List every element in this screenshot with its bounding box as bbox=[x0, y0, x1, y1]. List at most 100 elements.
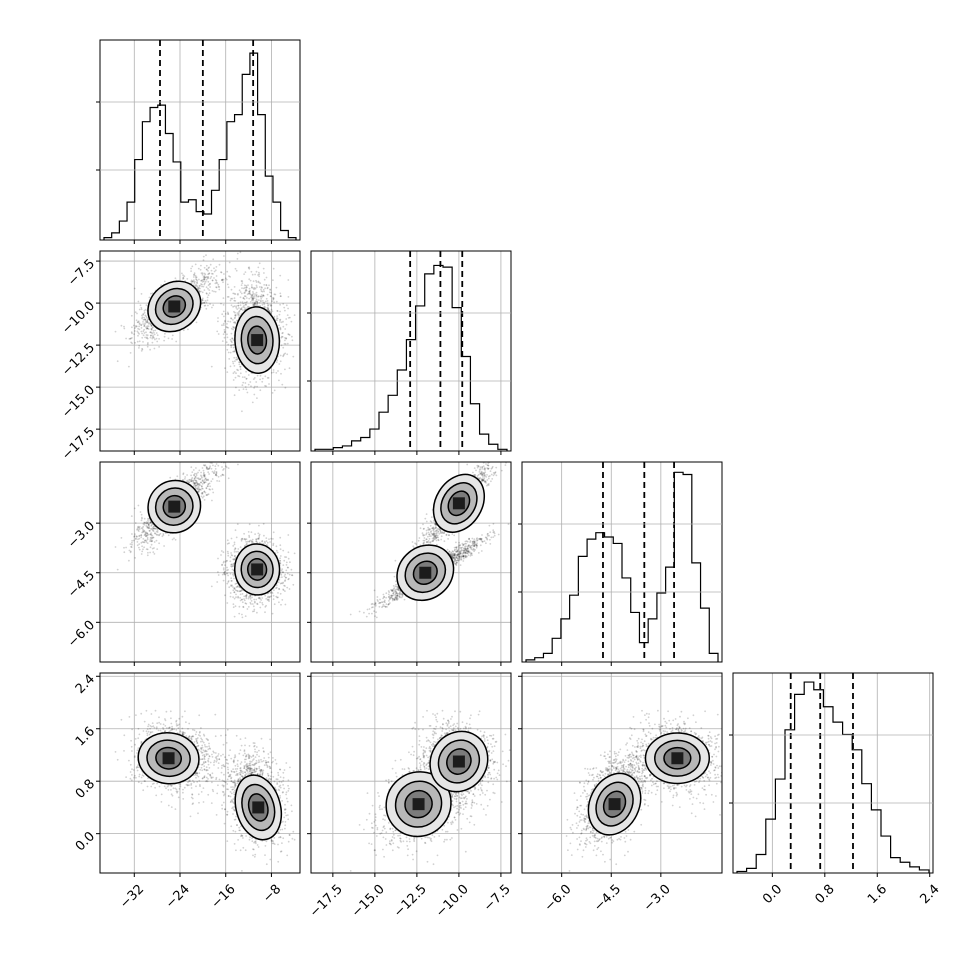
sample-point bbox=[222, 579, 225, 582]
sample-point bbox=[253, 288, 255, 291]
sample-point bbox=[267, 304, 269, 307]
sample-point bbox=[136, 330, 139, 333]
sample-point bbox=[241, 616, 244, 619]
sample-point bbox=[201, 476, 203, 479]
sample-point bbox=[257, 280, 260, 283]
sample-point bbox=[284, 556, 286, 558]
sample-point bbox=[203, 272, 206, 275]
sample-point bbox=[136, 312, 138, 315]
sample-point bbox=[233, 541, 236, 544]
sample-point bbox=[255, 538, 258, 541]
sample-point bbox=[195, 455, 197, 457]
sample-point bbox=[258, 286, 261, 288]
sample-point bbox=[200, 279, 203, 282]
sample-point bbox=[206, 485, 209, 488]
sample-point bbox=[245, 388, 248, 391]
sample-point bbox=[162, 533, 165, 535]
sample-point bbox=[266, 293, 269, 296]
sample-point bbox=[255, 298, 258, 301]
sample-point bbox=[201, 487, 203, 490]
sample-point bbox=[273, 389, 276, 392]
sample-point bbox=[214, 282, 217, 285]
sample-point bbox=[229, 320, 232, 323]
sample-point bbox=[156, 534, 159, 536]
sample-point bbox=[200, 481, 203, 484]
sample-point bbox=[272, 538, 274, 540]
sample-point bbox=[260, 294, 263, 296]
sample-point bbox=[288, 577, 290, 580]
sample-point bbox=[150, 543, 153, 546]
sample-point bbox=[279, 536, 282, 539]
sample-point bbox=[267, 307, 269, 309]
sample-point bbox=[143, 328, 146, 331]
sample-point bbox=[249, 539, 252, 542]
sample-point bbox=[263, 305, 266, 308]
sample-point bbox=[245, 541, 248, 543]
sample-point bbox=[134, 311, 137, 314]
sample-point bbox=[217, 283, 220, 286]
sample-point bbox=[201, 483, 204, 485]
sample-point bbox=[256, 397, 258, 399]
sample-point bbox=[208, 283, 211, 286]
sample-point bbox=[147, 328, 150, 330]
sample-point bbox=[279, 328, 282, 331]
sample-point bbox=[239, 599, 242, 602]
sample-point bbox=[241, 287, 243, 289]
sample-point bbox=[207, 479, 210, 482]
sample-point bbox=[244, 271, 247, 273]
sample-point bbox=[283, 342, 286, 345]
sample-point bbox=[203, 283, 206, 286]
sample-point bbox=[205, 466, 208, 469]
sample-point bbox=[279, 274, 282, 277]
sample-point bbox=[288, 367, 291, 370]
sample-point bbox=[253, 600, 256, 603]
sample-point bbox=[263, 534, 265, 537]
sample-point bbox=[259, 389, 262, 392]
sample-point bbox=[210, 585, 213, 588]
sample-point bbox=[153, 331, 155, 334]
sample-point bbox=[202, 473, 205, 475]
sample-point bbox=[234, 314, 236, 317]
sample-point bbox=[221, 340, 224, 342]
sample-point bbox=[197, 288, 199, 290]
sample-point bbox=[203, 479, 206, 481]
sample-point bbox=[244, 386, 247, 388]
sample-point bbox=[225, 326, 228, 328]
sample-point bbox=[140, 324, 143, 327]
sample-point bbox=[243, 295, 246, 298]
sample-point bbox=[152, 336, 155, 338]
sample-point bbox=[239, 546, 242, 548]
sample-point bbox=[137, 300, 140, 303]
sample-point bbox=[198, 286, 200, 289]
sample-point bbox=[137, 327, 140, 330]
x-tick-label: 2.4 bbox=[917, 882, 942, 907]
sample-point bbox=[258, 533, 261, 536]
sample-point bbox=[141, 316, 144, 319]
panel-2-2 bbox=[518, 461, 723, 666]
sample-point bbox=[203, 276, 206, 278]
sample-point bbox=[256, 301, 259, 304]
sample-point bbox=[240, 448, 242, 450]
sample-point bbox=[198, 483, 200, 485]
sample-point bbox=[204, 276, 207, 279]
sample-point bbox=[248, 594, 251, 596]
sample-point bbox=[243, 292, 246, 294]
sample-point bbox=[207, 471, 210, 474]
sample-point bbox=[221, 279, 224, 281]
sample-point bbox=[226, 311, 229, 314]
sample-point bbox=[255, 281, 258, 283]
sample-point bbox=[239, 365, 242, 368]
sample-point bbox=[227, 477, 230, 480]
sample-point bbox=[304, 556, 306, 558]
sample-point bbox=[194, 483, 196, 486]
sample-point bbox=[199, 478, 201, 481]
sample-point bbox=[151, 327, 154, 329]
sample-point bbox=[269, 304, 272, 307]
sample-point bbox=[136, 325, 138, 328]
sample-point bbox=[239, 291, 242, 293]
sample-point bbox=[149, 533, 152, 536]
sample-point bbox=[148, 529, 151, 532]
sample-point bbox=[158, 346, 161, 348]
sample-point bbox=[256, 302, 259, 304]
sample-point bbox=[239, 301, 242, 304]
